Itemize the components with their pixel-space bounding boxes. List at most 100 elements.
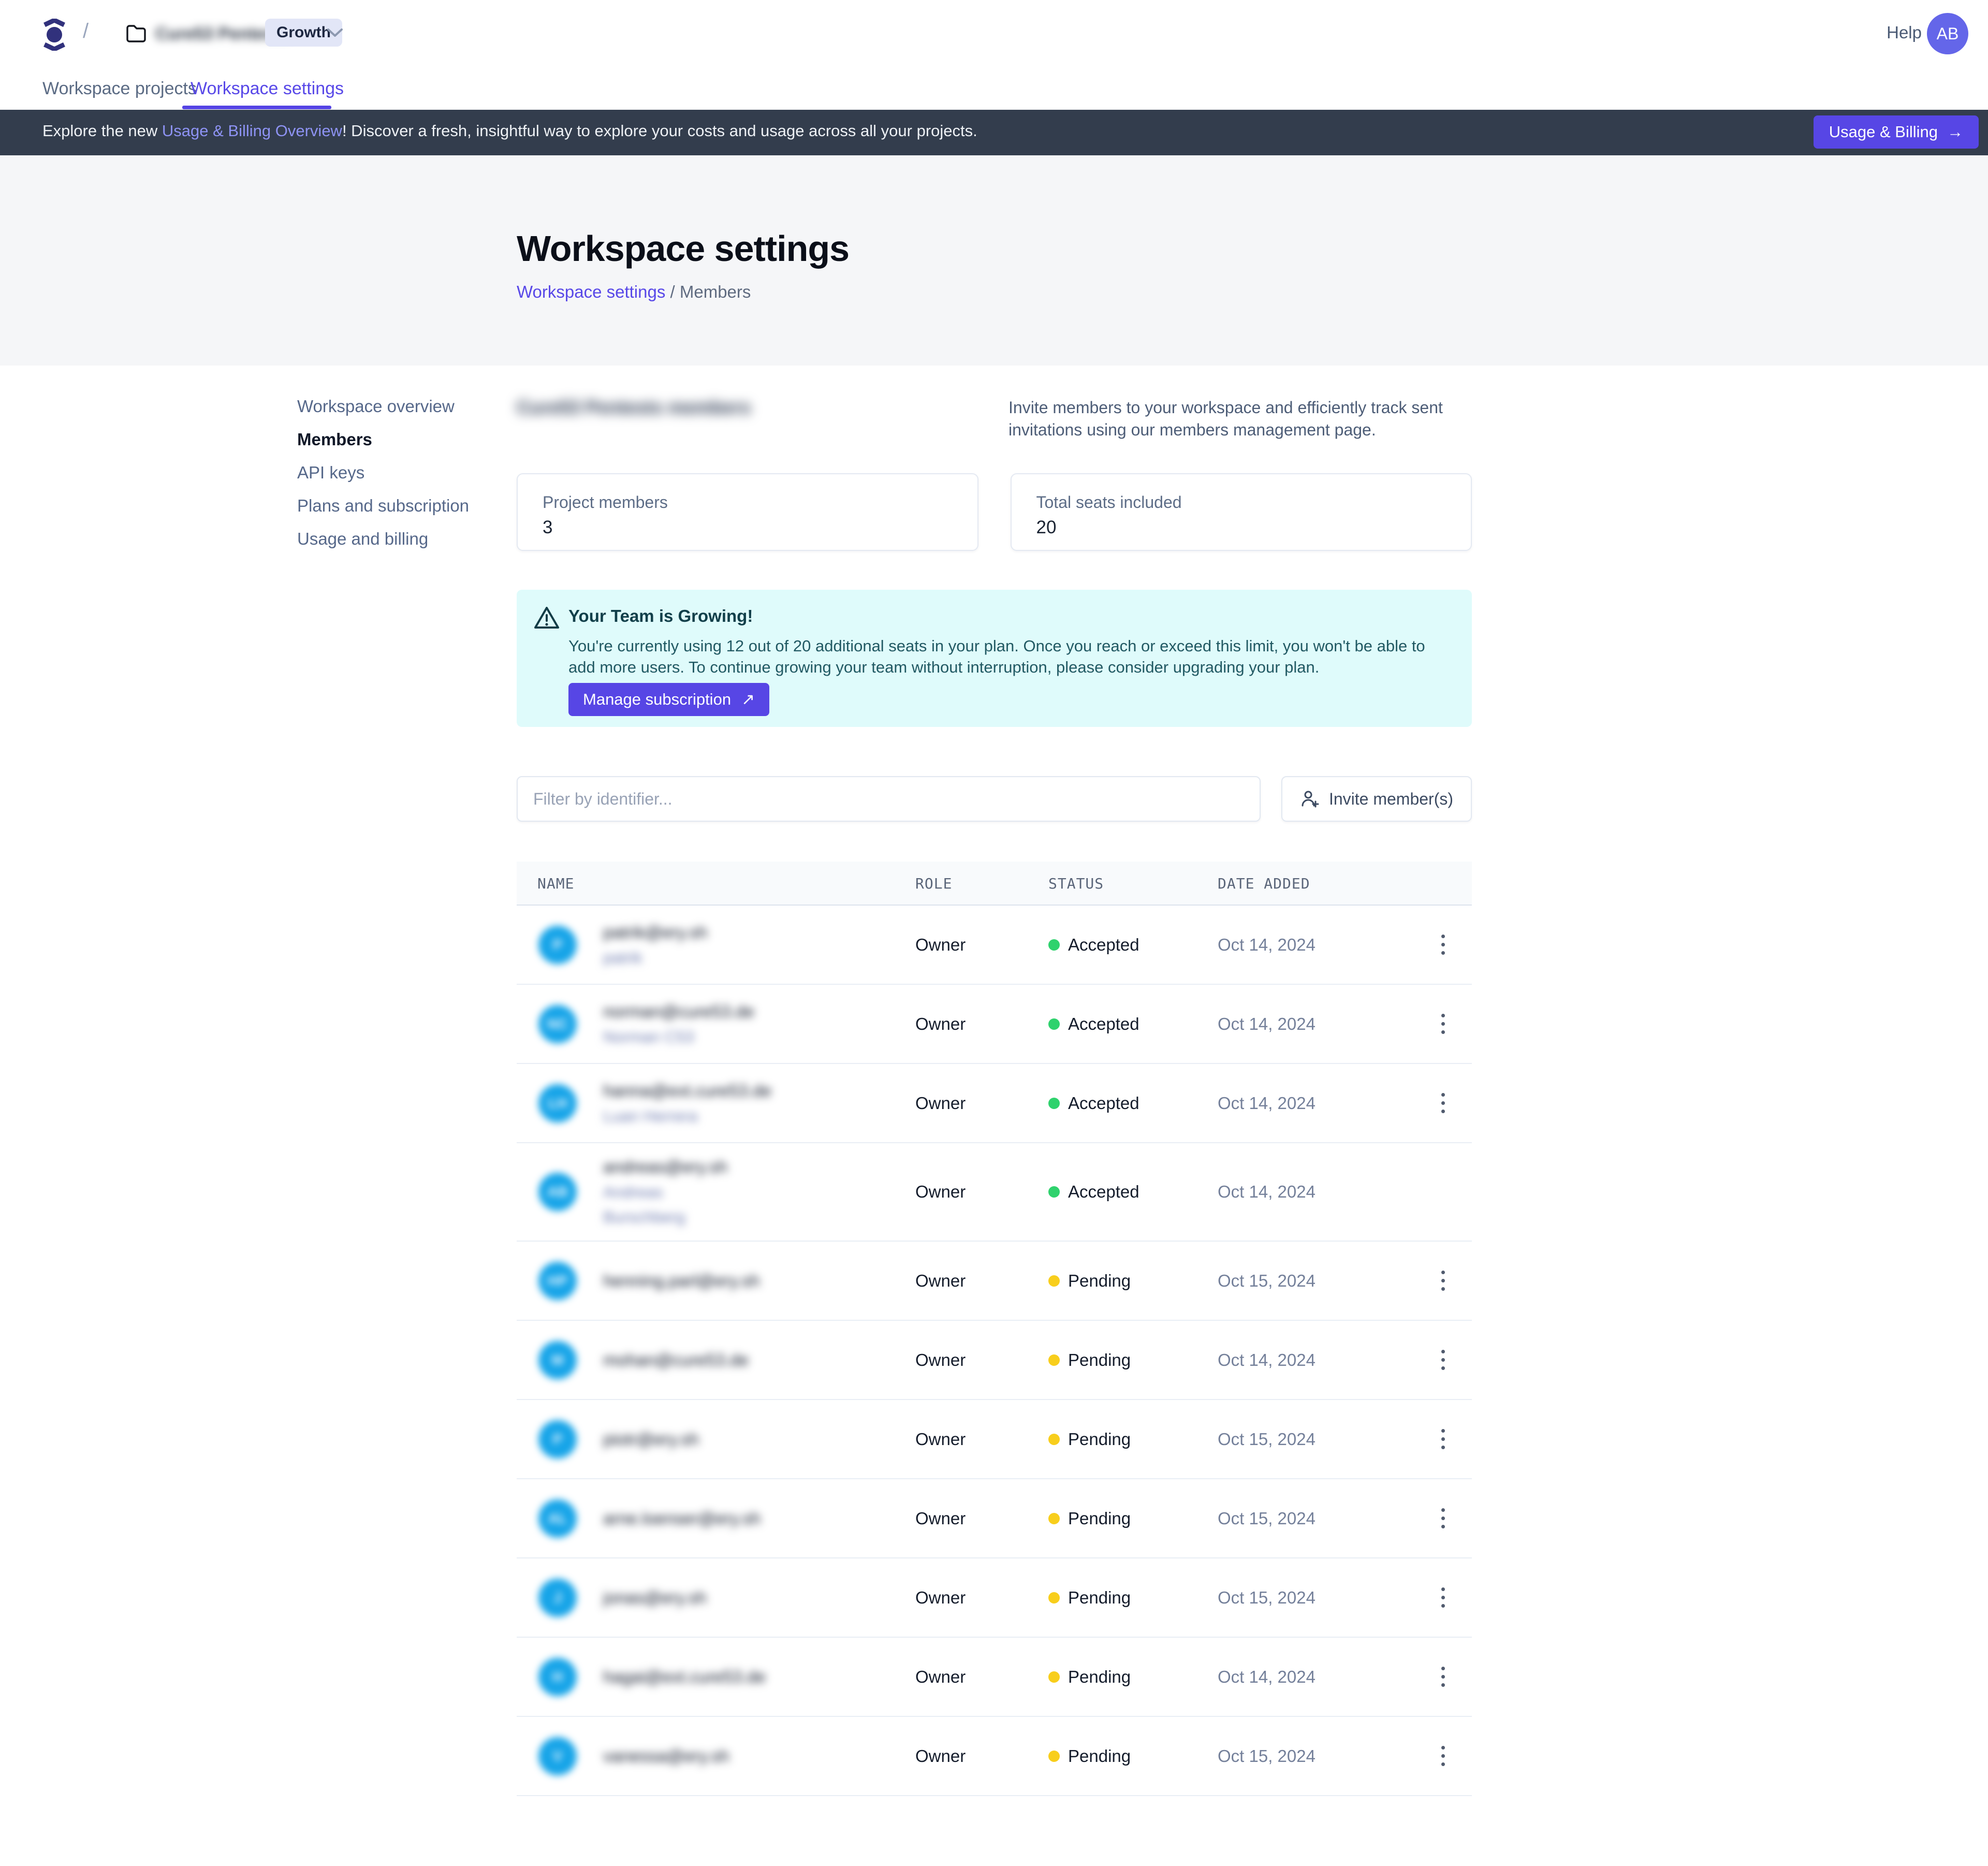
member-role: Owner — [915, 1271, 966, 1290]
sidebar-item-plans-subscription[interactable]: Plans and subscription — [297, 496, 470, 515]
member-date-added: Oct 15, 2024 — [1218, 1587, 1315, 1607]
banner-link[interactable]: Usage & Billing Overview — [162, 122, 342, 140]
status-label: Pending — [1068, 1667, 1131, 1686]
member-role: Owner — [915, 1746, 966, 1766]
chevron-down-icon[interactable] — [326, 27, 344, 38]
table-row: J jonas@ery.sh Owner Pending Oct 15, 202… — [517, 1558, 1472, 1638]
status-dot-icon — [1048, 1354, 1060, 1366]
member-avatar: NC — [538, 1004, 577, 1043]
project-members-value: 3 — [543, 517, 553, 537]
status-label: Pending — [1068, 1350, 1131, 1369]
member-date-added: Oct 14, 2024 — [1218, 1667, 1315, 1686]
member-date-added: Oct 14, 2024 — [1218, 1093, 1315, 1113]
row-menu-button[interactable] — [1429, 1738, 1457, 1774]
table-row: M mohan@cure53.de Owner Pending Oct 14, … — [517, 1321, 1472, 1400]
members-main: Cure53 Pentests members Invite members t… — [517, 366, 1472, 1796]
tab-workspace-projects[interactable]: Workspace projects — [42, 79, 197, 98]
members-section-heading: Cure53 Pentests members — [517, 397, 751, 418]
member-role: Owner — [915, 1093, 966, 1113]
member-secondary: Andreas Burschberg — [603, 1183, 727, 1227]
member-status: Pending — [1048, 1271, 1131, 1291]
member-name-cell: arne.loenser@ery.sh — [603, 1509, 761, 1528]
tab-workspace-settings[interactable]: Workspace settings — [191, 79, 344, 98]
member-email[interactable]: jonas@ery.sh — [603, 1587, 707, 1607]
plan-badge[interactable]: Growth — [265, 19, 342, 47]
member-email[interactable]: norman@cure53.de — [603, 1001, 755, 1021]
table-row: HP henning.parl@ery.sh Owner Pending Oct… — [517, 1242, 1472, 1321]
member-date-added: Oct 15, 2024 — [1218, 1746, 1315, 1766]
row-menu-button[interactable] — [1429, 1500, 1457, 1537]
members-table: NAME ROLE STATUS DATE ADDED P patrik@ery… — [517, 862, 1472, 1796]
member-secondary: patrik — [603, 949, 708, 967]
member-secondary-line: Burschberg — [603, 1208, 685, 1226]
help-link[interactable]: Help — [1887, 23, 1922, 42]
row-menu-button[interactable] — [1429, 1342, 1457, 1378]
banner-text: Explore the new Usage & Billing Overview… — [42, 122, 977, 140]
workspace-tabs: Workspace projects Workspace settings — [0, 67, 1988, 110]
member-email[interactable]: arne.loenser@ery.sh — [603, 1508, 761, 1528]
member-email[interactable]: mohan@cure53.de — [603, 1350, 749, 1369]
member-name-cell: andreas@ery.sh Andreas Burschberg — [603, 1157, 727, 1227]
member-secondary: Norman C53 — [603, 1028, 754, 1046]
member-status: Accepted — [1048, 1182, 1139, 1202]
sidebar-item-usage-billing[interactable]: Usage and billing — [297, 529, 429, 548]
alert-body: You're currently using 12 out of 20 addi… — [568, 637, 1425, 676]
member-name-cell: jonas@ery.sh — [603, 1588, 707, 1608]
member-email[interactable]: hagai@ext.cure53.de — [603, 1667, 766, 1686]
row-menu-button[interactable] — [1429, 1659, 1457, 1695]
member-email[interactable]: henning.parl@ery.sh — [603, 1271, 760, 1290]
breadcrumb-workspace-settings-link[interactable]: Workspace settings — [517, 282, 666, 301]
row-menu-button[interactable] — [1429, 1421, 1457, 1457]
row-menu-button[interactable] — [1429, 1580, 1457, 1616]
member-status: Accepted — [1048, 1014, 1139, 1034]
project-members-card: Project members 3 — [517, 473, 978, 551]
status-dot-icon — [1048, 1097, 1060, 1109]
sidebar-item-workspace-overview[interactable]: Workspace overview — [297, 397, 455, 416]
member-role: Owner — [915, 1182, 966, 1201]
member-avatar: HP — [538, 1261, 577, 1300]
member-email[interactable]: piotr@ery.sh — [603, 1429, 699, 1449]
member-email[interactable]: hanna@ext.cure53.de — [603, 1081, 772, 1100]
member-name-cell: piotr@ery.sh — [603, 1430, 699, 1449]
person-plus-icon — [1300, 789, 1320, 809]
member-role: Owner — [915, 1014, 966, 1033]
member-name-cell: henning.parl@ery.sh — [603, 1271, 760, 1291]
row-menu-button[interactable] — [1429, 1085, 1457, 1121]
member-date-added: Oct 15, 2024 — [1218, 1271, 1315, 1290]
sidebar-item-members[interactable]: Members — [297, 430, 372, 449]
status-label: Pending — [1068, 1587, 1131, 1607]
member-email[interactable]: patrik@ery.sh — [603, 922, 708, 942]
total-seats-label: Total seats included — [1036, 493, 1182, 512]
member-email[interactable]: andreas@ery.sh — [603, 1157, 728, 1176]
hero-section: Workspace settings Workspace settings / … — [0, 155, 1988, 366]
banner-text-after: ! Discover a fresh, insightful way to ex… — [342, 122, 977, 140]
usage-billing-button[interactable]: Usage & Billing → — [1813, 115, 1979, 149]
sidebar-item-api-keys[interactable]: API keys — [297, 463, 365, 482]
status-label: Pending — [1068, 1271, 1131, 1290]
breadcrumb-current: / Members — [665, 282, 751, 301]
invite-members-button[interactable]: Invite member(s) — [1281, 776, 1472, 822]
top-bar: / Cure53 Pentests Growth Help AB — [0, 0, 1988, 67]
row-menu-button[interactable] — [1429, 927, 1457, 963]
table-row: V vanessa@ery.sh Owner Pending Oct 15, 2… — [517, 1717, 1472, 1796]
invite-members-label: Invite member(s) — [1328, 789, 1454, 808]
manage-subscription-button[interactable]: Manage subscription ↗ — [568, 683, 770, 716]
status-dot-icon — [1048, 1671, 1060, 1683]
member-secondary-line: Andreas — [603, 1183, 663, 1201]
project-members-label: Project members — [543, 493, 668, 512]
stats-cards: Project members 3 Total seats included 2… — [517, 473, 1472, 551]
status-dot-icon — [1048, 1433, 1060, 1445]
column-header-name: NAME — [537, 875, 575, 892]
total-seats-card: Total seats included 20 — [1010, 473, 1472, 551]
user-avatar[interactable]: AB — [1927, 13, 1968, 54]
row-menu-button[interactable] — [1429, 1006, 1457, 1042]
filter-input[interactable] — [517, 776, 1261, 822]
row-menu-button[interactable] — [1429, 1263, 1457, 1299]
member-status: Pending — [1048, 1667, 1131, 1687]
table-row: AL arne.loenser@ery.sh Owner Pending Oct… — [517, 1479, 1472, 1558]
column-header-status: STATUS — [1048, 875, 1104, 892]
member-email[interactable]: vanessa@ery.sh — [603, 1746, 729, 1766]
table-row: LH hanna@ext.cure53.de Luan Herrera Owne… — [517, 1064, 1472, 1143]
app-logo-icon[interactable] — [42, 19, 66, 51]
member-date-added: Oct 14, 2024 — [1218, 935, 1315, 954]
